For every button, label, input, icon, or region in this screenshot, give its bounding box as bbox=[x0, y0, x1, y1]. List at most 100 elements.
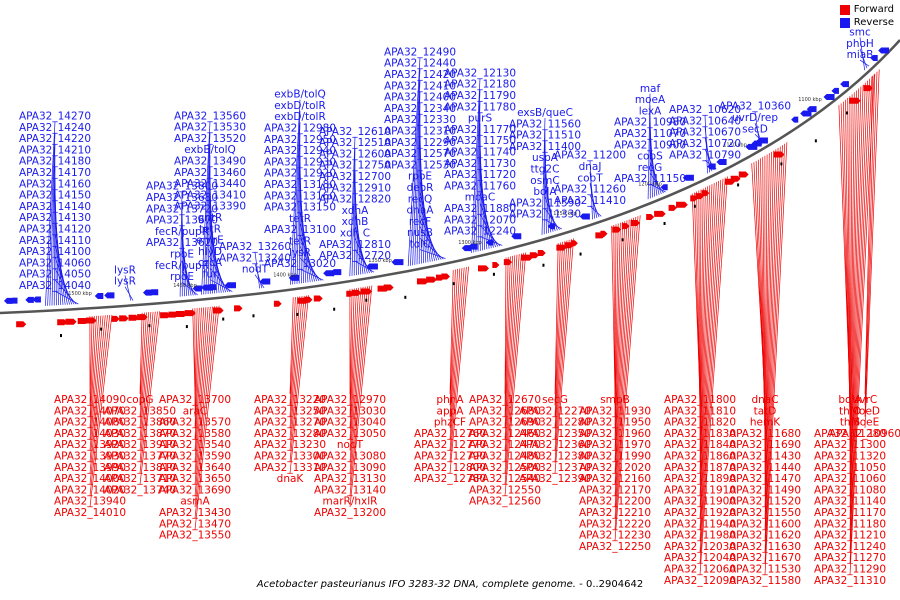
forward-gene-label: APA32_12250 bbox=[579, 541, 651, 553]
forward-gene-label: APA32_13930 bbox=[54, 451, 126, 463]
forward-gene-connector bbox=[554, 239, 572, 462]
forward-gene-label: APA32_11900 bbox=[664, 496, 736, 508]
forward-gene-arrow bbox=[360, 288, 373, 295]
reverse-gene-label: APA32_10790 bbox=[669, 149, 741, 161]
backbone-marker bbox=[845, 111, 848, 115]
forward-gene-label: APA32_11840 bbox=[664, 439, 736, 451]
reverse-gene-label: APA32_11150 bbox=[614, 173, 686, 185]
reverse-gene-connector bbox=[354, 215, 366, 274]
forward-gene-connector bbox=[349, 287, 360, 440]
forward-gene-label: APA32_13540 bbox=[159, 439, 231, 451]
reverse-gene-connector bbox=[479, 225, 501, 247]
reverse-gene-label: APA32_12720 bbox=[319, 250, 391, 262]
reverse-gene-label: APA32_13520 bbox=[174, 133, 246, 145]
forward-gene-label: APA32_12230 bbox=[579, 530, 651, 542]
forward-gene-label: APA32_11300 bbox=[814, 439, 886, 451]
reverse-gene-connector bbox=[354, 260, 375, 273]
forward-gene-label: APA32_13310 bbox=[254, 462, 326, 474]
reverse-gene-label: lexA bbox=[639, 105, 662, 117]
backbone-marker bbox=[60, 334, 62, 338]
forward-gene-arrow bbox=[234, 305, 243, 312]
reverse-gene-label: APA32_11790 bbox=[444, 90, 516, 102]
reverse-gene-label: APA32_11070 bbox=[614, 128, 686, 140]
forward-gene-connector bbox=[849, 92, 855, 474]
forward-gene-label: APA32_13550 bbox=[159, 530, 231, 542]
forward-gene-label: APA32_12270 bbox=[519, 405, 591, 417]
forward-gene-label: APA32_12800 bbox=[414, 462, 486, 474]
reverse-gene-label: exsB/queC bbox=[517, 107, 573, 119]
forward-gene-label: bolA bbox=[838, 394, 862, 406]
forward-gene-label: APA32_13570 bbox=[159, 417, 231, 429]
reverse-gene-connector bbox=[299, 223, 315, 282]
forward-gene-label: APA32_11820 bbox=[664, 417, 736, 429]
forward-gene-label: APA32_12680 bbox=[469, 405, 541, 417]
reverse-gene-label: APA32_12940 bbox=[264, 145, 336, 157]
forward-gene-label: APA32_13860 bbox=[104, 417, 176, 429]
reverse-gene-connector bbox=[124, 275, 132, 301]
forward-gene-connector bbox=[764, 153, 770, 485]
reverse-gene-label: xdhB bbox=[342, 216, 369, 228]
forward-gene-connector bbox=[849, 94, 853, 462]
reverse-gene-connector bbox=[47, 132, 56, 306]
forward-gene-label: APA32_12760 bbox=[414, 428, 486, 440]
reverse-gene-label: moaC bbox=[465, 192, 495, 204]
reverse-gene-arrow bbox=[716, 159, 727, 166]
reverse-gene-label: APA32_12420 bbox=[384, 69, 456, 81]
forward-gene-label: APA32_11550 bbox=[729, 507, 801, 519]
forward-gene-label: APA32_11970 bbox=[579, 439, 651, 451]
reverse-gene-arrow bbox=[468, 243, 478, 250]
reverse-gene-label: APA32_13560 bbox=[174, 110, 246, 122]
reverse-gene-label: APA32_14110 bbox=[19, 235, 91, 247]
reverse-gene-arrow bbox=[104, 292, 115, 299]
reverse-gene-label: APA32_14170 bbox=[19, 167, 91, 179]
reverse-gene-arrow bbox=[259, 278, 271, 285]
reverse-gene-label: APA32_11200 bbox=[554, 150, 626, 162]
reverse-swatch bbox=[839, 17, 850, 28]
forward-gene-connector bbox=[289, 296, 303, 440]
reverse-gene-label: APA32_13440 bbox=[174, 178, 246, 190]
forward-gene-arrow bbox=[849, 97, 861, 104]
forward-gene-connector bbox=[614, 224, 617, 417]
forward-gene-arrow bbox=[313, 295, 323, 302]
forward-gene-connector bbox=[699, 188, 704, 451]
scale-tick-label: 1100 kbp bbox=[798, 97, 822, 103]
reverse-gene-label: APA32_13100 bbox=[264, 224, 336, 236]
forward-gene-label: APA32_12550 bbox=[469, 484, 541, 496]
forward-gene-label: APA32_13870 bbox=[104, 428, 176, 440]
forward-gene-connector bbox=[139, 312, 147, 417]
reverse-gene-arrow bbox=[840, 81, 849, 88]
reverse-gene-arrow bbox=[206, 284, 217, 291]
forward-gene-label: APA32_11050 bbox=[814, 462, 886, 474]
reverse-gene-label: APA32_13490 bbox=[174, 156, 246, 168]
reverse-gene-connector bbox=[351, 148, 356, 276]
forward-gene-connector bbox=[504, 254, 518, 451]
scale-tick-label: 1300 kbp bbox=[458, 240, 482, 246]
forward-gene-connector bbox=[554, 238, 574, 474]
forward-gene-arrow bbox=[304, 296, 313, 303]
forward-gene-connector bbox=[194, 306, 216, 508]
reverse-gene-label: APA32_11740 bbox=[444, 147, 516, 159]
reverse-gene-connector bbox=[254, 263, 263, 289]
forward-gene-label: APA32_13810 bbox=[104, 462, 176, 474]
forward-gene-arrow bbox=[441, 273, 450, 280]
reverse-gene-connector bbox=[209, 279, 233, 292]
forward-gene-connector bbox=[849, 88, 860, 496]
reverse-gene-label: APA32_12530 bbox=[384, 159, 456, 171]
reverse-gene-connector bbox=[294, 122, 301, 285]
forward-gene-connector bbox=[764, 151, 772, 496]
reverse-gene-label: xdh C bbox=[340, 227, 370, 239]
reverse-gene-connector bbox=[479, 191, 494, 248]
forward-gene-connector bbox=[699, 180, 719, 530]
forward-gene-connector bbox=[614, 216, 637, 519]
forward-gene-label: APA32_11600 bbox=[729, 518, 801, 530]
reverse-gene-label: osmC bbox=[530, 175, 559, 187]
reverse-gene-connector bbox=[254, 252, 261, 289]
forward-gene-label: APA32_13130 bbox=[314, 473, 386, 485]
forward-gene-arrow bbox=[654, 210, 666, 217]
reverse-gene-label: APA32_12920 bbox=[264, 168, 336, 180]
reverse-gene-label: APA32_11720 bbox=[444, 169, 516, 181]
forward-gene-connector bbox=[849, 74, 875, 575]
forward-gene-label: smpB bbox=[600, 394, 630, 406]
forward-gene-label: APA32_14030 bbox=[54, 428, 126, 440]
forward-gene-label: APA32_12090 bbox=[664, 575, 736, 587]
